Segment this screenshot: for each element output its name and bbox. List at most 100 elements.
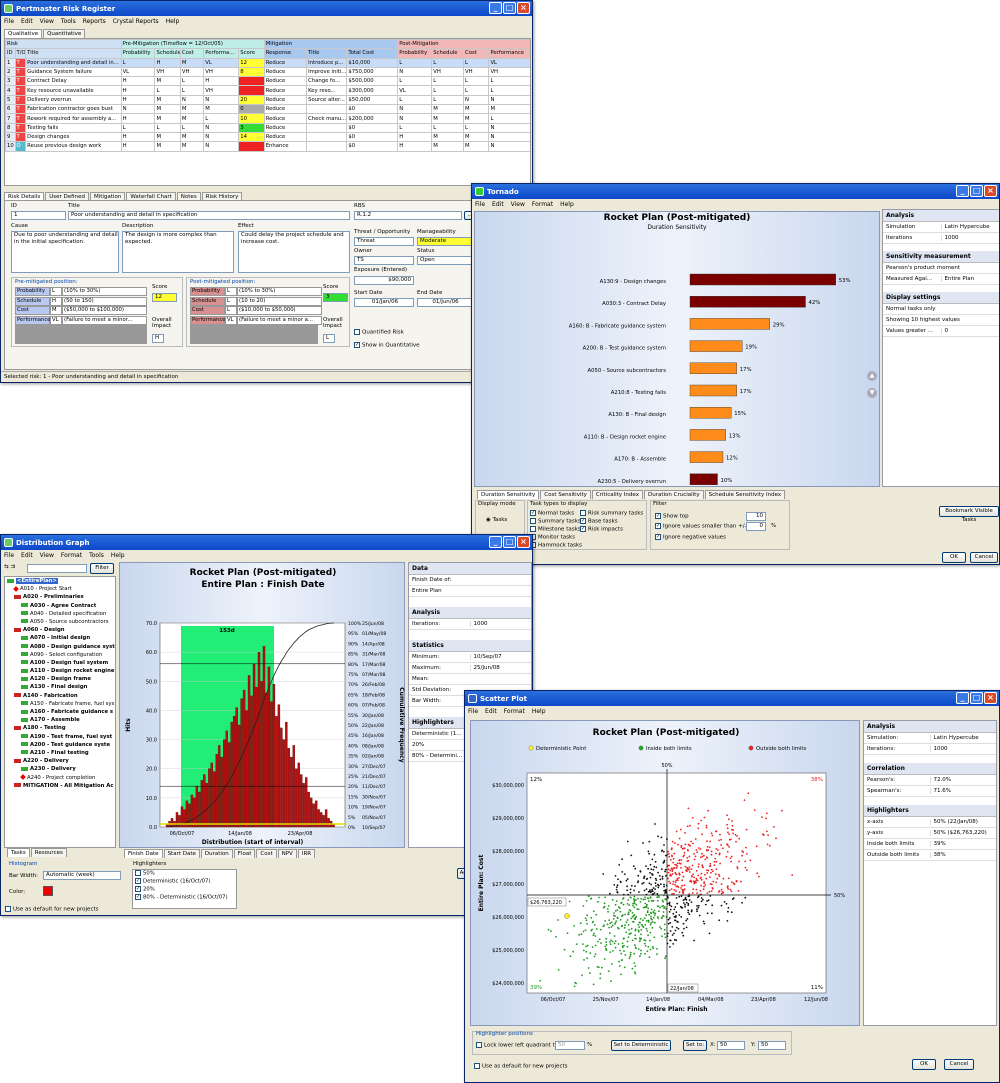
show-top-field[interactable]: 10 — [746, 512, 766, 521]
start-date-field[interactable]: 01/Jan/06 — [354, 298, 414, 307]
show-top-checkbox[interactable]: ✓ Show top — [655, 513, 689, 520]
column-header[interactable]: Total Cost — [346, 48, 399, 59]
tree-item[interactable]: A010 - Project Start — [7, 585, 115, 593]
tab-quantitative[interactable]: Quantitative — [43, 29, 86, 38]
color-swatch[interactable] — [43, 886, 53, 896]
position-range[interactable]: ($10,000 to $50,000) — [237, 306, 322, 315]
column-header[interactable]: T/O — [14, 48, 27, 59]
y-field[interactable]: 50 — [758, 1041, 786, 1050]
id-field[interactable]: 1 — [11, 211, 66, 220]
tab-schedule-sensitivity-index[interactable]: Schedule Sensitivity Index — [704, 490, 786, 499]
minimize-button[interactable]: _ — [956, 185, 969, 197]
column-header[interactable]: Performa... — [203, 48, 240, 59]
lock-checkbox[interactable]: Lock lower left quadrant to: — [476, 1042, 560, 1049]
default-checkbox[interactable]: Use as default for new projects — [5, 906, 99, 913]
tab-criticality-index[interactable]: Criticality Index — [591, 490, 643, 499]
tree-item[interactable]: A040 - Detailed specification — [7, 610, 115, 618]
show-quant-checkbox[interactable]: ✓ Show in Quantitative — [354, 342, 420, 349]
ok-button[interactable]: OK — [942, 552, 966, 563]
column-header[interactable]: Title — [25, 48, 122, 59]
manageability-select[interactable]: Moderate — [417, 237, 472, 246]
maximize-button[interactable]: □ — [503, 2, 516, 14]
ignore-small-checkbox[interactable]: ✓ Ignore values smaller than +/- — [655, 523, 747, 530]
lock-field[interactable]: 50 — [555, 1041, 585, 1050]
tornado-titlebar[interactable]: Tornado _ □ × — [472, 184, 999, 199]
maximize-button[interactable]: □ — [970, 185, 983, 197]
tree-item[interactable]: A220 - Delivery — [7, 757, 115, 765]
rbs-field[interactable]: R.1.2 — [354, 211, 462, 220]
tab-resources[interactable]: Resources — [30, 848, 67, 857]
highlighter-item[interactable]: 50% — [133, 870, 236, 878]
tree-item[interactable]: A180 - Testing — [7, 724, 115, 732]
tree-item[interactable]: A200 - Test guidance syste — [7, 741, 115, 749]
filter-button[interactable]: Filter — [90, 563, 114, 574]
tab-cost[interactable]: Cost — [256, 849, 277, 858]
tree-item[interactable]: A150 - Fabricate frame, fuel sys — [7, 700, 115, 708]
menu-item-format[interactable]: Format — [503, 708, 525, 715]
highlighter-item[interactable]: ✓ Deterministic (16/Oct/07) — [133, 878, 236, 886]
tree-filter-input[interactable] — [27, 564, 87, 573]
menu-item-edit[interactable]: Edit — [485, 708, 497, 715]
distribution-titlebar[interactable]: Distribution Graph _ □ × — [1, 535, 532, 550]
scroll-up-icon[interactable]: ▲ — [867, 371, 877, 381]
column-header[interactable]: Cost — [462, 48, 490, 59]
set-to-button[interactable]: Set to: — [683, 1040, 707, 1051]
tab-user-defined[interactable]: User Defined — [45, 192, 89, 201]
menu-item-crystal-reports[interactable]: Crystal Reports — [112, 18, 159, 25]
tab-mitigation[interactable]: Mitigation — [89, 192, 126, 201]
end-date-field[interactable]: 01/Jun/06 — [417, 298, 472, 307]
position-range[interactable]: (10% to 30%) — [237, 287, 322, 296]
menu-item-help[interactable]: Help — [110, 552, 125, 559]
quantified-checkbox[interactable]: Quantified Risk — [354, 329, 404, 336]
column-header[interactable]: Schedule — [154, 48, 181, 59]
tree-item[interactable]: A110 - Design rocket engine — [7, 667, 115, 675]
tab-float[interactable]: Float — [233, 849, 256, 858]
task-type-checkbox[interactable]: ✓ Risk impacts — [580, 526, 623, 533]
position-range[interactable]: (10 to 20) — [237, 296, 322, 306]
tab-tasks[interactable]: Tasks — [7, 848, 30, 857]
bar-width-select[interactable]: Automatic (week) — [43, 871, 121, 880]
menu-item-edit[interactable]: Edit — [21, 552, 33, 559]
tree-item[interactable]: A140 - Fabrication — [7, 692, 115, 700]
table-row[interactable]: 10 O Reuse previous design work H M M N Enhance… — [5, 141, 530, 152]
tab-notes[interactable]: Notes — [176, 192, 201, 201]
column-header[interactable]: Response — [263, 48, 308, 59]
table-row[interactable]: 5 T Delivery overrun H M N N 20 Reduce Source alt… — [5, 94, 530, 106]
menu-item-file[interactable]: File — [475, 201, 486, 208]
menu-item-help[interactable]: Help — [531, 708, 546, 715]
tab-duration-cruciality[interactable]: Duration Cruciality — [643, 490, 704, 499]
tab-npv[interactable]: NPV — [277, 849, 297, 858]
ignore-small-field[interactable]: 0 — [746, 522, 766, 531]
tree-item[interactable]: A170 - Assemble — [7, 716, 115, 724]
bookmark-button[interactable]: Bookmark Visible Tasks — [939, 506, 999, 523]
menu-item-file[interactable]: File — [468, 708, 479, 715]
tree-item[interactable]: A120 - Design frame — [7, 675, 115, 683]
menu-item-edit[interactable]: Edit — [21, 18, 33, 25]
maximize-button[interactable]: □ — [970, 692, 983, 704]
tree-item[interactable]: A130 - Final design — [7, 683, 115, 691]
menu-item-reports[interactable]: Reports — [82, 18, 106, 25]
set-deterministic-button[interactable]: Set to Deterministic — [611, 1040, 671, 1051]
tree-item[interactable]: A160 - Fabricate guidance s — [7, 708, 115, 716]
tree-item[interactable]: A210 - Final testing — [7, 749, 115, 757]
tab-risk-details[interactable]: Risk Details — [4, 192, 45, 201]
table-row[interactable]: 7 T Rework required for assembly a... H M M L 1… — [5, 113, 530, 124]
task-type-checkbox[interactable]: Risk summary tasks — [580, 510, 643, 517]
tab-qualitative[interactable]: Qualitative — [4, 29, 43, 38]
column-header[interactable]: Schedule — [431, 48, 464, 59]
column-header[interactable]: Performance — [488, 48, 530, 59]
table-row[interactable]: 2 T Guidance System failure VL VH VH VH 8 Reduce… — [5, 66, 530, 78]
ignore-negative-checkbox[interactable]: ✓ Ignore negative values — [655, 534, 726, 541]
tree-item[interactable]: <EntirePlan> — [7, 577, 115, 585]
table-row[interactable]: 9 T Design changes H M M N 14 Reduce $0 H M M N — [5, 131, 530, 143]
tab-waterfall-chart[interactable]: Waterfall Chart — [126, 192, 176, 201]
task-type-checkbox[interactable]: Summary tasks — [530, 518, 581, 525]
tree-item[interactable]: A240 - Project completion — [7, 774, 115, 782]
tree-item[interactable]: A080 - Design guidance syst — [7, 643, 115, 651]
tree-item[interactable]: A090 - Select configuration — [7, 651, 115, 659]
tree-item[interactable]: A060 - Design — [7, 626, 115, 634]
maximize-button[interactable]: □ — [503, 536, 516, 548]
scroll-down-icon[interactable]: ▼ — [867, 388, 877, 398]
column-header[interactable]: Title — [306, 48, 348, 59]
menu-item-tools[interactable]: Tools — [60, 18, 76, 25]
